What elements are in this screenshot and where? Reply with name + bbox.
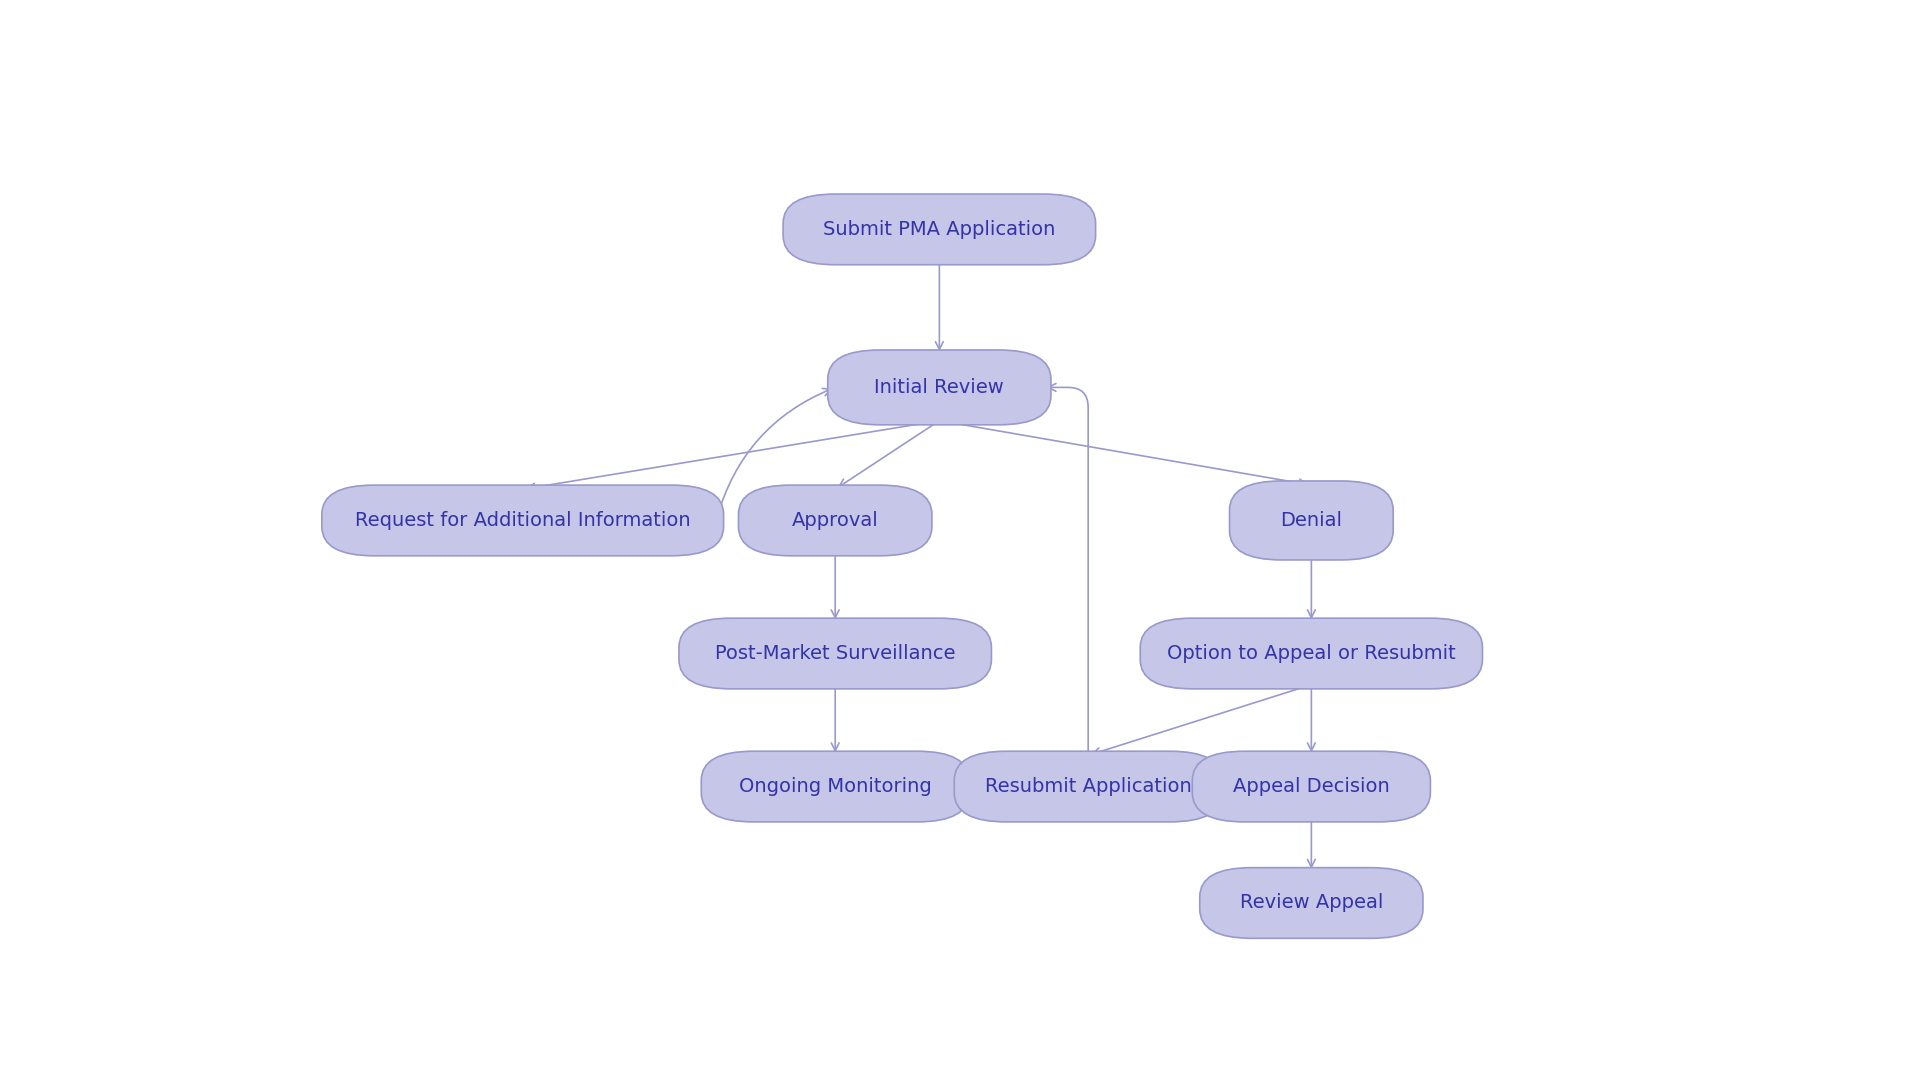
FancyBboxPatch shape [739,485,931,556]
FancyBboxPatch shape [680,618,991,689]
Text: Post-Market Surveillance: Post-Market Surveillance [714,644,956,663]
FancyBboxPatch shape [701,752,970,822]
FancyBboxPatch shape [1192,752,1430,822]
FancyBboxPatch shape [1229,481,1394,559]
Text: Approval: Approval [791,511,879,530]
Text: Ongoing Monitoring: Ongoing Monitoring [739,778,931,796]
Text: Request for Additional Information: Request for Additional Information [355,511,691,530]
FancyBboxPatch shape [1200,867,1423,939]
FancyBboxPatch shape [954,752,1221,822]
FancyBboxPatch shape [828,350,1050,424]
Text: Review Appeal: Review Appeal [1240,893,1382,913]
Text: Appeal Decision: Appeal Decision [1233,778,1390,796]
FancyBboxPatch shape [783,194,1096,265]
FancyBboxPatch shape [1140,618,1482,689]
Text: Option to Appeal or Resubmit: Option to Appeal or Resubmit [1167,644,1455,663]
Text: Submit PMA Application: Submit PMA Application [824,220,1056,239]
Text: Initial Review: Initial Review [874,378,1004,396]
Text: Resubmit Application: Resubmit Application [985,778,1192,796]
FancyBboxPatch shape [323,485,724,556]
Text: Denial: Denial [1281,511,1342,530]
